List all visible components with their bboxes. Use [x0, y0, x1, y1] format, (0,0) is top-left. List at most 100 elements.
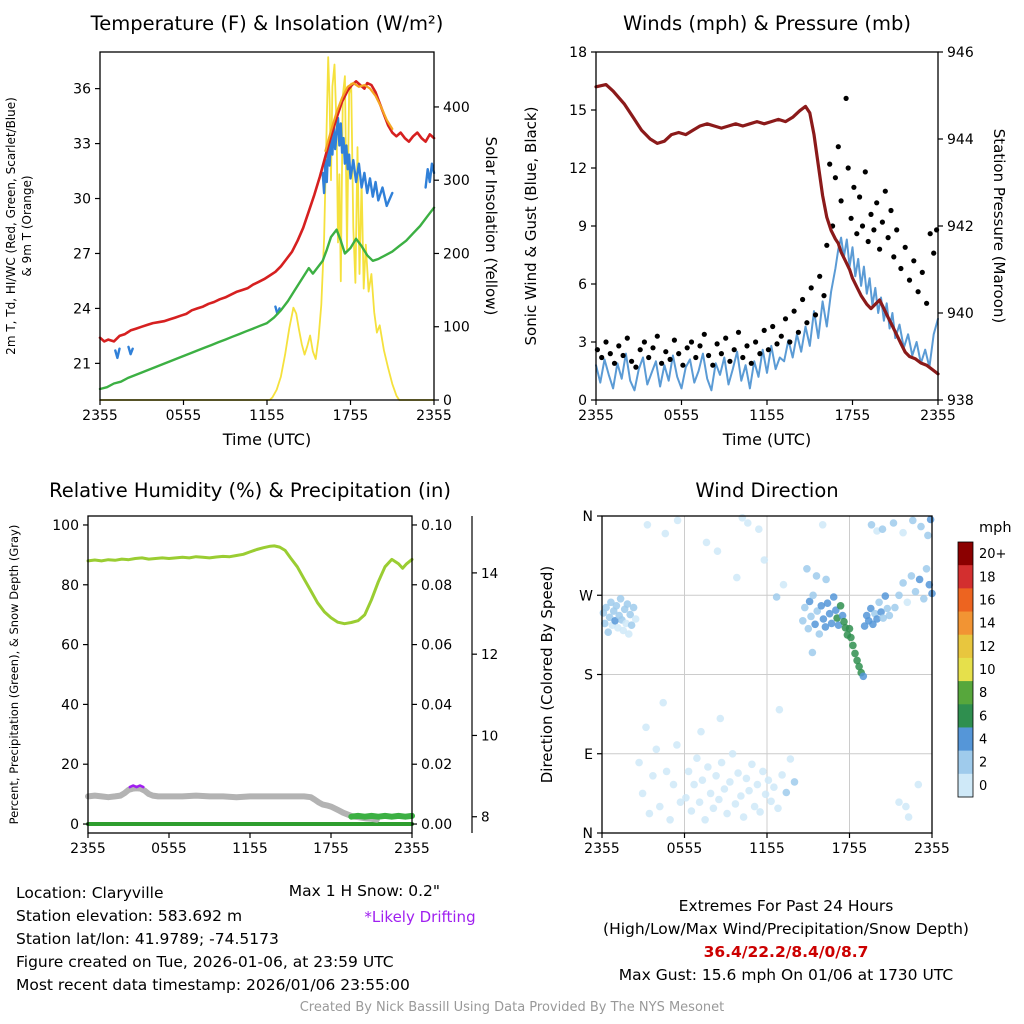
svg-text:3: 3	[578, 335, 587, 351]
svg-text:942: 942	[947, 219, 974, 235]
svg-text:20: 20	[61, 757, 79, 773]
figure-created: Figure created on Tue, 2026-01-06, at 23…	[16, 953, 394, 971]
svg-text:10: 10	[481, 728, 498, 744]
svg-text:Percent, Precipitation (Green): Percent, Precipitation (Green), & Snow D…	[7, 525, 21, 825]
max-snow-note: Max 1 H Snow: 0.2"	[288, 882, 440, 900]
station-elevation: Station elevation: 583.692 m	[16, 907, 243, 925]
svg-text:2355: 2355	[416, 408, 452, 424]
svg-text:6: 6	[979, 709, 987, 724]
svg-text:2355: 2355	[70, 841, 106, 857]
svg-text:Relative Humidity (%) & Precip: Relative Humidity (%) & Precipitation (i…	[49, 479, 451, 502]
svg-text:33: 33	[73, 137, 91, 153]
svg-text:0.00: 0.00	[421, 817, 452, 833]
svg-text:8: 8	[979, 686, 987, 701]
svg-text:Wind Direction: Wind Direction	[695, 479, 838, 502]
svg-text:Time (UTC): Time (UTC)	[722, 430, 811, 449]
svg-text:2355: 2355	[920, 408, 956, 424]
svg-text:0.06: 0.06	[421, 638, 452, 654]
station-info: Location: Claryville Station elevation: …	[16, 882, 410, 997]
svg-text:E: E	[584, 747, 593, 763]
svg-text:12: 12	[481, 647, 498, 663]
svg-text:mph: mph	[979, 520, 1012, 536]
svg-text:2355: 2355	[82, 408, 118, 424]
svg-text:12: 12	[979, 640, 996, 655]
data-timestamp: Most recent data timestamp: 2026/01/06 2…	[16, 976, 410, 994]
svg-text:18: 18	[569, 45, 587, 61]
svg-text:2355: 2355	[584, 841, 620, 857]
svg-text:0555: 0555	[151, 841, 187, 857]
svg-text:1755: 1755	[333, 408, 369, 424]
svg-text:16: 16	[979, 593, 996, 608]
svg-text:0555: 0555	[166, 408, 202, 424]
svg-text:20+: 20+	[979, 547, 1006, 562]
svg-text:4: 4	[979, 733, 987, 748]
svg-text:200: 200	[443, 246, 470, 262]
drifting-note: *Likely Drifting	[364, 908, 476, 926]
svg-text:1755: 1755	[832, 841, 868, 857]
svg-text:10: 10	[979, 663, 996, 678]
svg-text:27: 27	[73, 246, 91, 262]
extremes-values: 36.4/22.2/8.4/0/8.7	[703, 943, 869, 961]
svg-text:0.02: 0.02	[421, 757, 452, 773]
svg-text:946: 946	[947, 45, 974, 61]
svg-text:0: 0	[979, 779, 987, 794]
svg-text:N: N	[583, 826, 593, 842]
svg-text:80: 80	[61, 578, 79, 594]
svg-text:14: 14	[979, 617, 996, 632]
credit-line: Created By Nick Bassill Using Data Provi…	[299, 1000, 725, 1015]
svg-text:1155: 1155	[249, 408, 285, 424]
svg-text:S: S	[584, 668, 593, 684]
svg-text:0555: 0555	[664, 408, 700, 424]
svg-text:1155: 1155	[749, 841, 785, 857]
svg-text:60: 60	[61, 638, 79, 654]
svg-text:100: 100	[443, 320, 470, 336]
svg-text:18: 18	[979, 570, 996, 585]
svg-text:0: 0	[70, 817, 79, 833]
temperature-insolation-chart: 2355 0555 1155 1755 2355 Time (UTC) 21 24 27 30 33…	[4, 12, 500, 449]
svg-text:100: 100	[52, 518, 79, 534]
svg-text:400: 400	[443, 100, 470, 116]
svg-text:2355: 2355	[394, 841, 430, 857]
svg-text:30: 30	[73, 192, 91, 208]
svg-text:2355: 2355	[578, 408, 614, 424]
svg-text:0555: 0555	[667, 841, 703, 857]
svg-text:9: 9	[578, 219, 587, 235]
extremes-subtitle: (High/Low/Max Wind/Precipitation/Snow De…	[603, 920, 969, 938]
svg-text:14: 14	[481, 566, 498, 582]
humidity-precipitation-chart: 2355 0555 1155 1755 2355 0 20 40 60 80 100 Percent,…	[7, 479, 498, 857]
station-latlon: Station lat/lon: 41.9789; -74.5173	[16, 930, 279, 948]
wind-pressure-chart: 2355 0555 1155 1755 2355 Time (UTC) 0 3 6 9 12 15 18…	[522, 12, 1008, 449]
svg-text:Winds (mph) & Pressure (mb): Winds (mph) & Pressure (mb)	[623, 12, 911, 35]
svg-text:0.04: 0.04	[421, 697, 452, 713]
extremes-title: Extremes For Past 24 Hours	[678, 897, 894, 915]
svg-text:940: 940	[947, 306, 974, 322]
svg-text:W: W	[579, 588, 593, 604]
svg-text:8: 8	[481, 810, 490, 826]
svg-text:938: 938	[947, 393, 974, 409]
svg-text:1155: 1155	[232, 841, 268, 857]
svg-text:2m T, Td, HI/WC (Red, Green, S: 2m T, Td, HI/WC (Red, Green, Scarlet/Blu…	[4, 97, 18, 355]
max-gust: Max Gust: 15.6 mph On 01/06 at 1730 UTC	[618, 966, 954, 984]
svg-text:40: 40	[61, 697, 79, 713]
svg-text:21: 21	[73, 356, 91, 372]
svg-text:& 9m T (Orange): & 9m T (Orange)	[20, 175, 34, 276]
svg-text:1755: 1755	[313, 841, 349, 857]
svg-text:300: 300	[443, 173, 470, 189]
svg-text:Sonic Wind & Gust (Blue, Black: Sonic Wind & Gust (Blue, Black)	[522, 107, 540, 346]
svg-text:15: 15	[569, 103, 587, 119]
extremes-summary: Extremes For Past 24 Hours (High/Low/Max…	[560, 895, 1012, 987]
svg-text:6: 6	[578, 277, 587, 293]
svg-text:12: 12	[569, 161, 587, 177]
svg-text:0: 0	[443, 393, 452, 409]
svg-text:36: 36	[73, 82, 91, 98]
svg-text:1155: 1155	[749, 408, 785, 424]
svg-text:24: 24	[73, 301, 91, 317]
svg-text:2355: 2355	[914, 841, 950, 857]
svg-text:0.10: 0.10	[421, 518, 452, 534]
station-location: Location: Claryville	[16, 884, 164, 902]
svg-text:944: 944	[947, 132, 974, 148]
svg-text:N: N	[583, 509, 593, 525]
svg-text:2: 2	[979, 756, 987, 771]
